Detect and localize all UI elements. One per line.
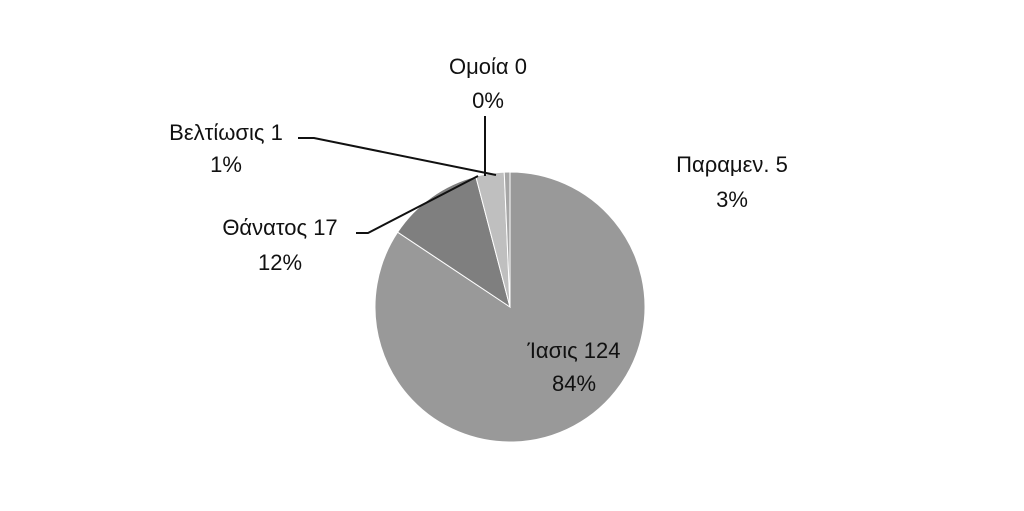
leader-lines	[298, 116, 497, 234]
data-labels: Ίασις 124 84% Θάνατος 17 12% Παραμεν. 5 …	[169, 54, 788, 396]
data-label-omoia-percent: 0%	[472, 88, 504, 113]
data-label-thanatos-percent: 12%	[258, 250, 302, 275]
pie-slices	[374, 171, 646, 443]
data-label-thanatos-count: Θάνατος 17	[222, 215, 337, 240]
leader-line-thanatos	[356, 175, 479, 234]
data-label-veltiosis-percent: 1%	[210, 152, 242, 177]
pie-slice-1	[396, 175, 511, 309]
data-label-omoia-count: Ομοία 0	[449, 54, 527, 79]
data-label-iasis-count: Ίασις 124	[526, 338, 620, 363]
data-label-iasis-percent: 84%	[552, 371, 596, 396]
pie-slice-3	[503, 171, 511, 308]
data-label-veltiosis-count: Βελτίωσις 1	[169, 120, 283, 145]
data-label-paramen-count: Παραμεν. 5	[676, 152, 788, 177]
data-label-paramen-percent: 3%	[716, 187, 748, 212]
leader-line-veltiosis	[298, 137, 497, 176]
